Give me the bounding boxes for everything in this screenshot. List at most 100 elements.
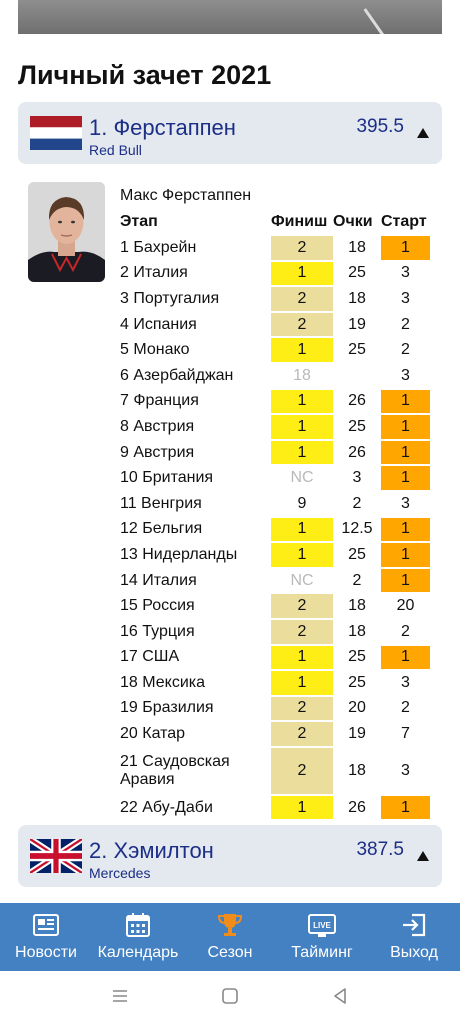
results-header-row: Этап Финиш Очки Старт <box>116 210 430 234</box>
points-cell: 18 <box>348 597 366 615</box>
driver-name: 2. Хэмилтон <box>89 838 214 863</box>
back-icon[interactable] <box>330 986 350 1006</box>
result-row: 5 Монако 1 25 2 <box>116 338 430 362</box>
result-row: 20 Катар 2 19 7 <box>116 722 430 746</box>
finish-cell: 2 <box>271 236 333 260</box>
page-title: Личный зачет 2021 <box>18 60 272 90</box>
points-cell: 25 <box>348 545 366 563</box>
nav-label: Новости <box>15 944 77 961</box>
driver-name: 1. Ферстаппен <box>89 115 236 140</box>
finish-cell: 1 <box>271 261 333 286</box>
points-cell: 12.5 <box>341 520 373 538</box>
stage-cell: 16 Турция <box>120 622 195 640</box>
points-cell: 26 <box>348 798 366 816</box>
exit-icon <box>403 913 426 937</box>
stage-cell: 1 Бахрейн <box>120 238 197 256</box>
result-row: 8 Австрия 1 25 1 <box>116 415 430 439</box>
points-cell: 25 <box>348 341 366 359</box>
start-cell: 1 <box>381 517 430 542</box>
stage-cell: 20 Катар <box>120 725 186 743</box>
points-cell: 18 <box>348 238 366 256</box>
points-cell: 19 <box>348 725 366 743</box>
stage-cell: 18 Мексика <box>120 673 206 691</box>
result-row: 16 Турция 2 18 2 <box>116 619 430 644</box>
system-nav-bar <box>0 971 460 1024</box>
nav-label: Сезон <box>207 944 253 961</box>
hero-image <box>18 0 442 34</box>
finish-cell: 2 <box>271 747 333 794</box>
finish-cell: 1 <box>271 795 333 820</box>
result-row: 17 США 1 25 1 <box>116 645 430 670</box>
result-row: 21 Саудовская Аравия 2 18 3 <box>116 747 430 794</box>
stage-cell: 6 Азербайджан <box>120 366 234 384</box>
start-cell: 1 <box>381 236 430 260</box>
nav-news[interactable]: Новости <box>0 903 92 971</box>
result-row: 15 Россия 2 18 20 <box>116 594 430 618</box>
result-row: 19 Бразилия 2 20 2 <box>116 696 430 721</box>
start-cell: 1 <box>381 440 430 465</box>
stage-cell: 8 Австрия <box>120 417 195 435</box>
start-cell: 2 <box>401 341 410 359</box>
driver-points: 387.5 <box>356 839 404 860</box>
result-row: 10 Британия NC 3 1 <box>116 466 430 490</box>
points-cell: 20 <box>348 699 366 717</box>
expand-caret-icon[interactable] <box>417 851 429 861</box>
start-cell: 3 <box>401 761 410 779</box>
uk-flag-icon <box>30 839 82 873</box>
nav-season[interactable]: Сезон <box>184 903 276 971</box>
start-cell: 1 <box>381 389 430 414</box>
stage-cell: 9 Австрия <box>120 443 195 461</box>
finish-cell: 1 <box>271 645 333 670</box>
finish-cell: 1 <box>271 389 333 414</box>
start-cell: 3 <box>401 289 410 307</box>
points-cell: 19 <box>348 315 366 333</box>
stage-cell: 19 Бразилия <box>120 699 214 717</box>
points-cell: 3 <box>352 469 362 487</box>
driver-card-hamilton[interactable]: 2. Хэмилтон Mercedes 387.5 <box>18 825 442 887</box>
stage-cell: 17 США <box>120 648 180 666</box>
driver-team: Mercedes <box>89 865 151 881</box>
finish-cell: NC <box>290 571 314 589</box>
points-cell: 26 <box>348 392 366 410</box>
nav-calendar[interactable]: Календарь <box>92 903 184 971</box>
finish-cell: 2 <box>271 619 333 644</box>
stage-cell: 13 Нидерланды <box>120 545 238 563</box>
points-cell: 18 <box>348 289 366 307</box>
driver-full-name: Макс Ферстаппен <box>120 187 252 204</box>
driver-points: 395.5 <box>356 116 404 137</box>
start-cell: 1 <box>381 415 430 439</box>
finish-cell: NC <box>290 469 314 487</box>
start-cell: 20 <box>396 597 415 615</box>
collapse-caret-icon[interactable] <box>417 128 429 138</box>
result-row: 3 Португалия 2 18 3 <box>116 287 430 311</box>
points-cell: 25 <box>348 648 366 666</box>
nav-label: Тайминг <box>291 944 353 961</box>
result-row: 6 Азербайджан 18 3 <box>116 364 430 388</box>
points-cell <box>333 364 381 388</box>
home-icon[interactable] <box>220 986 240 1006</box>
result-row: 4 Испания 2 19 2 <box>116 312 430 337</box>
finish-cell: 1 <box>271 338 333 362</box>
finish-cell: 2 <box>271 312 333 337</box>
header-start: Старт <box>381 213 427 230</box>
start-cell: 3 <box>401 494 410 512</box>
finish-cell: 1 <box>271 543 333 567</box>
finish-cell: 2 <box>271 696 333 721</box>
nav-exit[interactable]: Выход <box>368 903 460 971</box>
result-row: 2 Италия 1 25 3 <box>116 261 430 286</box>
driver-card-verstappen[interactable]: 1. Ферстаппен Red Bull 395.5 <box>18 102 442 164</box>
driver-photo <box>28 182 105 282</box>
finish-cell: 1 <box>271 671 333 695</box>
finish-cell: 1 <box>271 415 333 439</box>
netherlands-flag-icon <box>30 116 82 150</box>
header-stage: Этап <box>120 213 158 230</box>
stage-cell: 21 Саудовская Аравия <box>120 752 230 788</box>
nav-label: Выход <box>390 944 438 961</box>
stage-cell: 14 Италия <box>120 571 197 589</box>
menu-icon[interactable] <box>110 986 130 1006</box>
results-table: Этап Финиш Очки Старт 1 Бахрейн 2 18 1 2 Ита… <box>116 208 430 821</box>
nav-timing[interactable]: LIVE Тайминг <box>276 903 368 971</box>
points-cell: 25 <box>348 417 366 435</box>
result-row: 11 Венгрия 9 2 3 <box>116 492 430 516</box>
points-cell: 18 <box>348 761 366 779</box>
